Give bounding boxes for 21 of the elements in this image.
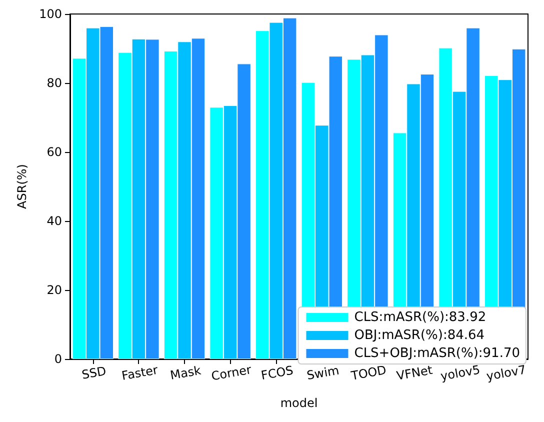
x-tick-label: yolov7 — [485, 362, 527, 384]
x-tick-label: Mask — [169, 363, 202, 382]
x-tick-label: VFNet — [396, 362, 434, 383]
x-tick-label: Faster — [120, 362, 159, 383]
x-axis-title: model — [280, 396, 318, 410]
x-tick-label: SSD — [80, 364, 108, 382]
y-tick-label: 0 — [54, 352, 62, 366]
legend-label: CLS:mASR(%):83.92 — [354, 310, 486, 325]
x-tick-label: TOOD — [349, 362, 388, 384]
legend-label: OBJ:mASR(%):84.64 — [354, 328, 485, 343]
y-axis-title: ASR(%) — [15, 164, 30, 209]
x-tick-label: Swim — [306, 363, 340, 383]
x-tick-label: FCOS — [260, 363, 294, 383]
y-tick-label: 60 — [46, 145, 62, 159]
y-tick-label: 100 — [39, 7, 62, 21]
y-tick-label: 80 — [46, 76, 62, 90]
y-tick-label: 40 — [46, 214, 62, 228]
x-tick-label: yolov5 — [440, 362, 482, 384]
y-tick-label: 20 — [46, 283, 62, 297]
legend-label: CLS+OBJ:mASR(%):91.70 — [354, 346, 520, 361]
x-tick-label: Corner — [210, 362, 252, 384]
